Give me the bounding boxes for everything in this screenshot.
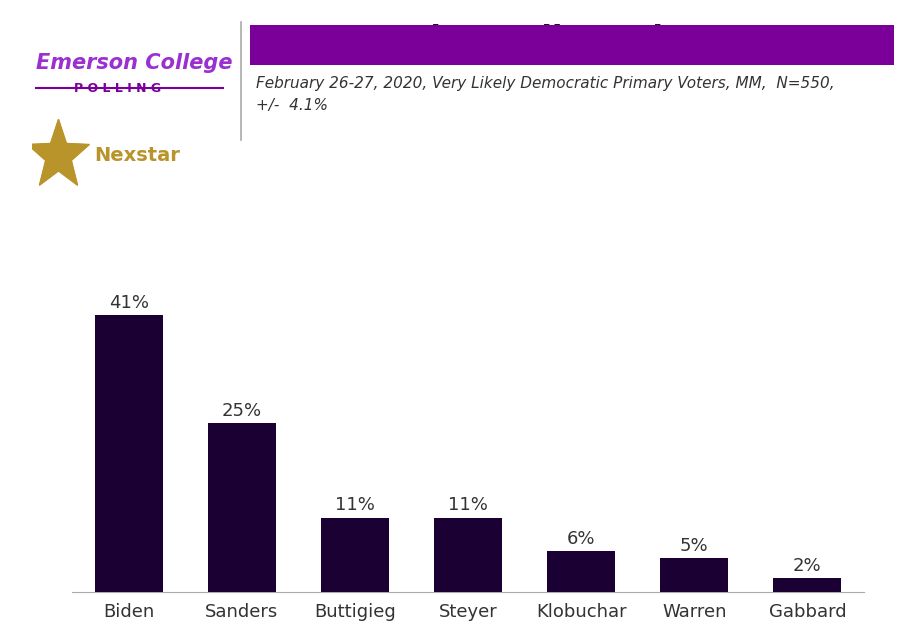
Text: 6%: 6%: [567, 530, 596, 548]
Text: Nexstar: Nexstar: [94, 146, 180, 165]
Text: 25%: 25%: [221, 402, 262, 420]
Bar: [94, 315, 163, 592]
Polygon shape: [28, 119, 89, 185]
Bar: [661, 558, 728, 592]
Text: 2%: 2%: [793, 557, 822, 575]
Text: February 26-27, 2020, Very Likely Democratic Primary Voters, MM,  N=550,
+/-  4.: February 26-27, 2020, Very Likely Democr…: [256, 76, 835, 113]
Text: 2020 South Carolina Primary: 2020 South Carolina Primary: [256, 24, 751, 53]
Bar: [434, 518, 502, 592]
Text: Emerson College: Emerson College: [36, 53, 232, 73]
Bar: [208, 423, 275, 592]
Text: 11%: 11%: [448, 497, 488, 514]
Bar: [773, 578, 842, 592]
Bar: [321, 518, 389, 592]
Text: 11%: 11%: [335, 497, 374, 514]
Bar: [547, 551, 615, 592]
Text: 5%: 5%: [680, 537, 708, 554]
Text: 41%: 41%: [109, 294, 148, 312]
Text: P O L L I N G: P O L L I N G: [74, 82, 161, 95]
